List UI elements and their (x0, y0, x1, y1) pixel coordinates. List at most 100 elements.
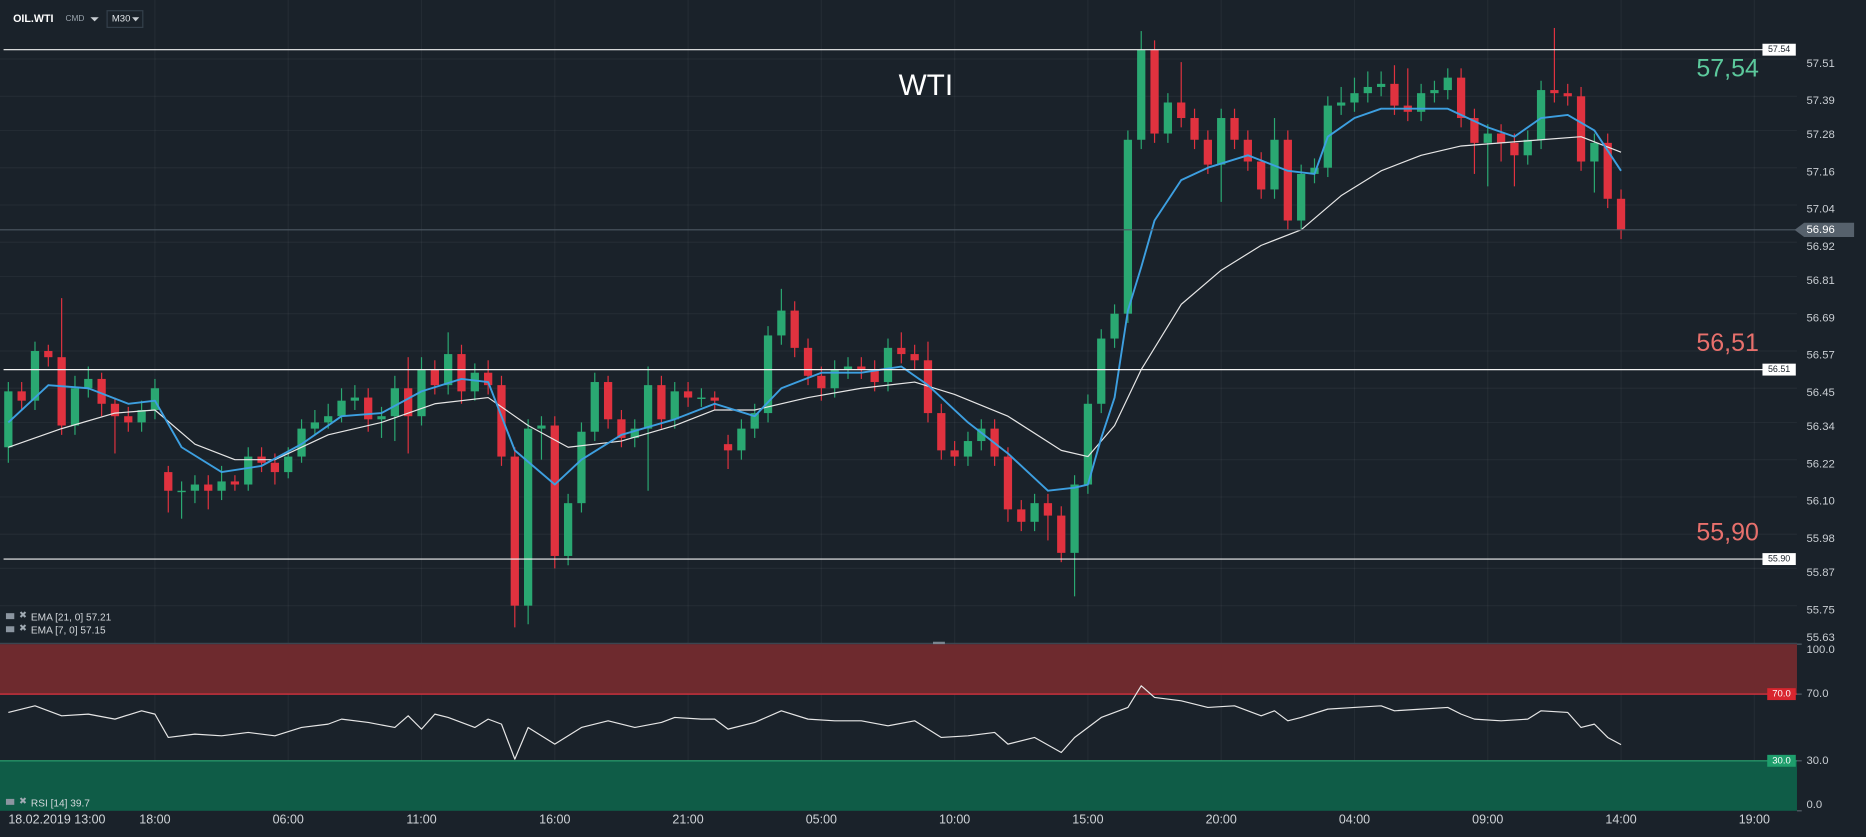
candle-body (857, 366, 866, 370)
candle-body (937, 413, 946, 451)
oversold-zone (0, 760, 1797, 811)
y-tick-label: 56.22 (1806, 458, 1834, 470)
legend-icon-close[interactable]: ✖ (19, 623, 27, 634)
candle-body (97, 378, 106, 404)
candle-body (803, 347, 813, 376)
rsi-zones (0, 644, 1797, 811)
candle-body (617, 419, 626, 438)
candle-body (1203, 139, 1213, 165)
x-tick-label: 09:00 (1472, 813, 1503, 827)
candle-body (1257, 161, 1266, 190)
level-label: 56,51 (1696, 329, 1759, 357)
candle-body (630, 428, 639, 438)
level-badge (1762, 553, 1796, 566)
level-badge-label: 55.90 (1768, 553, 1790, 563)
candle-body (897, 347, 906, 355)
candle-body (1283, 139, 1292, 221)
candle-body (697, 397, 706, 399)
rsi-tick-label: 30.0 (1806, 755, 1828, 767)
candle-body (537, 425, 546, 429)
candle-body (1510, 142, 1519, 156)
candle-body (1030, 503, 1039, 522)
candle-body (484, 372, 493, 386)
level-label: 57,54 (1696, 55, 1759, 83)
candle-body (1390, 83, 1399, 106)
candle-body (563, 503, 573, 556)
candle-body (843, 366, 853, 370)
x-tick-label: 06:00 (273, 813, 304, 827)
overbought-zone (0, 644, 1797, 695)
candle-body (84, 378, 93, 389)
candle-body (350, 397, 359, 401)
legend-icon[interactable] (5, 626, 15, 633)
candle-body (683, 391, 693, 398)
candle-body (1350, 93, 1359, 103)
candle-body (763, 335, 773, 414)
candle-body (910, 354, 919, 361)
candle-body (950, 450, 959, 457)
level-badge (1762, 43, 1796, 56)
timeframe-box[interactable] (106, 10, 144, 28)
rsi-line (8, 685, 1622, 760)
candle-body (1470, 118, 1479, 143)
candle-body (44, 350, 53, 358)
candle-body (284, 456, 293, 473)
oversold-label: 30.0 (1772, 755, 1791, 766)
candle-body (737, 428, 746, 451)
y-tick-label: 56.34 (1806, 421, 1834, 433)
candle-body (1137, 49, 1146, 140)
level-badge-label: 57.54 (1768, 44, 1790, 54)
legend-icon[interactable] (5, 613, 15, 620)
last-price-badge (1794, 222, 1855, 237)
candle-body (1163, 102, 1173, 134)
candle-body (510, 456, 519, 606)
candle-body (1337, 102, 1346, 106)
legend-icon[interactable] (5, 798, 15, 805)
timeframe-dropdown[interactable] (132, 17, 140, 22)
candle-body (1150, 49, 1159, 134)
candle-body (1416, 93, 1426, 112)
candle-body (963, 441, 973, 457)
candle-body (817, 375, 826, 389)
y-tick-label: 56.57 (1806, 350, 1834, 362)
y-tick-label: 55.63 (1806, 632, 1834, 644)
candle-body (1496, 133, 1506, 143)
symbol[interactable]: OIL.WTI (13, 13, 53, 25)
legend-entry: EMA [7, 0] 57.15 (31, 626, 106, 637)
candle-body (1003, 456, 1013, 510)
x-tick-label: 04:00 (1339, 813, 1370, 827)
candle-body (1083, 403, 1093, 485)
candle-body (870, 369, 879, 383)
legend-icon-close[interactable]: ✖ (19, 796, 27, 807)
x-tick-label: 11:00 (406, 813, 436, 827)
candle-body (124, 416, 133, 423)
x-tick-label: 15:00 (1072, 813, 1103, 827)
candle-body (777, 310, 786, 336)
candle-body (244, 456, 253, 485)
candle-body (1057, 515, 1066, 553)
market[interactable]: CMD (65, 13, 84, 23)
y-tick-label: 57.28 (1806, 129, 1834, 141)
candle-body (710, 397, 719, 401)
candle-body (1243, 139, 1252, 162)
x-tick-label: 18.02.2019 13:00 (8, 813, 105, 827)
y-tick-label: 57.16 (1806, 166, 1834, 178)
candle-body (723, 444, 733, 451)
timeframe[interactable]: M30 (112, 14, 131, 25)
y-tick-label: 56.45 (1806, 387, 1834, 399)
candle-body (1430, 90, 1439, 94)
x-tick-label: 16:00 (539, 813, 570, 827)
candle-body (230, 481, 240, 485)
overlay: 57.51 57.39 57.28 57.16 57.04 56.92 56.81 56.69… (0, 43, 1855, 827)
candle-body (1523, 139, 1532, 156)
market-dropdown[interactable] (90, 17, 99, 22)
candle-body (1443, 77, 1452, 91)
pane-handle[interactable] (933, 641, 945, 645)
y-tick-label: 57.39 (1806, 95, 1834, 107)
x-tick-label: 19:00 (1739, 813, 1770, 827)
legend-icon-close[interactable]: ✖ (19, 610, 27, 621)
candle-body (1177, 102, 1186, 119)
candle-body (1576, 96, 1586, 162)
candle-body (1097, 338, 1106, 404)
